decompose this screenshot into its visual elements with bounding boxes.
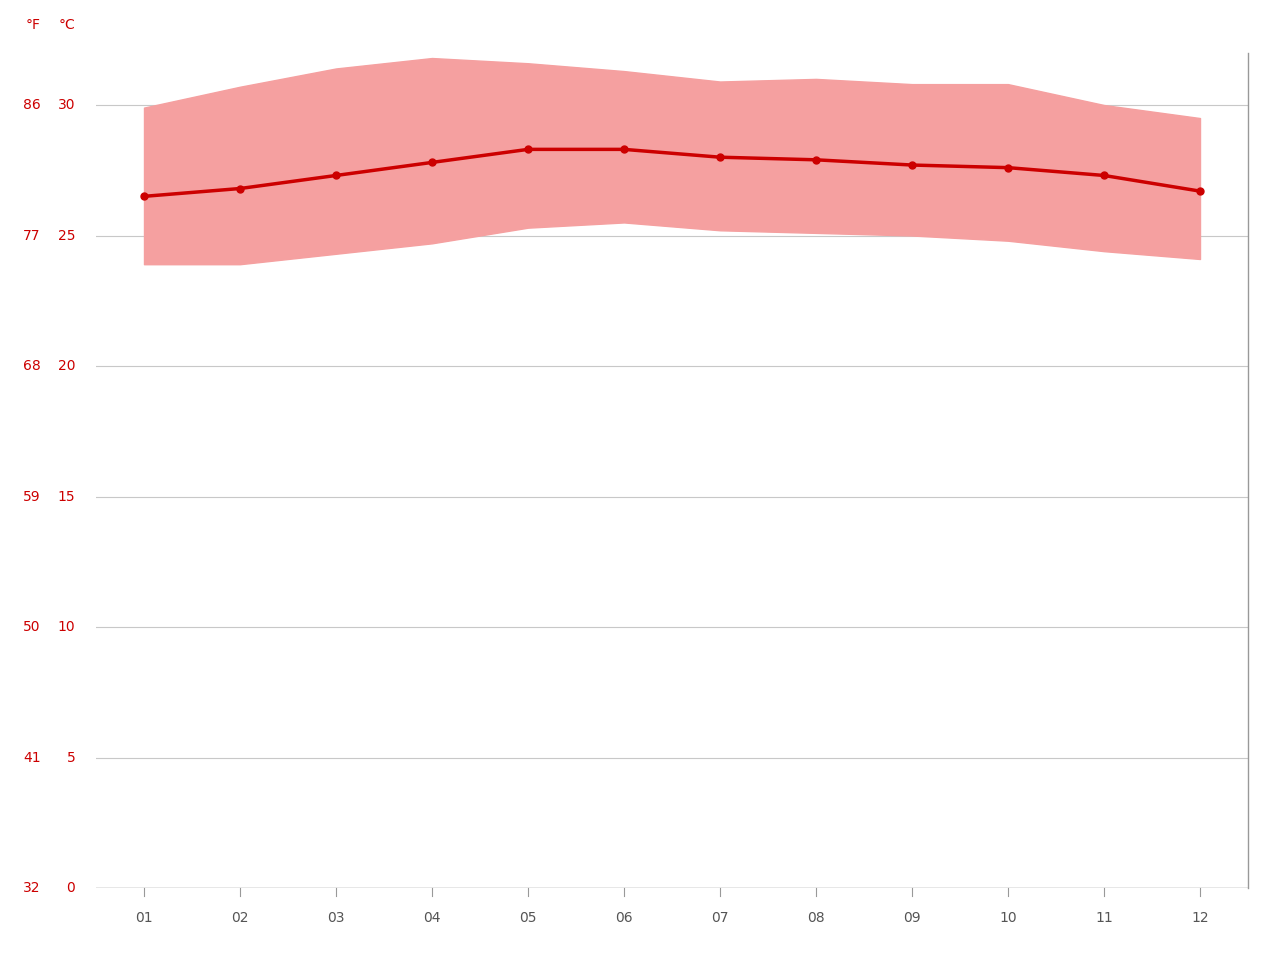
- Text: 10: 10: [58, 620, 76, 634]
- Text: °F: °F: [26, 18, 41, 32]
- Text: 06: 06: [616, 911, 632, 925]
- Text: 25: 25: [58, 228, 76, 243]
- Text: 07: 07: [712, 911, 728, 925]
- Text: 03: 03: [328, 911, 344, 925]
- Text: 12: 12: [1192, 911, 1208, 925]
- Text: 59: 59: [23, 490, 41, 503]
- Text: 50: 50: [23, 620, 41, 634]
- Text: 04: 04: [424, 911, 440, 925]
- Text: 30: 30: [58, 98, 76, 112]
- Text: °C: °C: [59, 18, 76, 32]
- Text: 09: 09: [904, 911, 920, 925]
- Text: 05: 05: [520, 911, 536, 925]
- Text: 11: 11: [1096, 911, 1112, 925]
- Text: 15: 15: [58, 490, 76, 503]
- Text: 68: 68: [23, 359, 41, 373]
- Text: 20: 20: [58, 359, 76, 373]
- Text: 01: 01: [136, 911, 152, 925]
- Text: 86: 86: [23, 98, 41, 112]
- Text: 77: 77: [23, 228, 41, 243]
- Text: 5: 5: [67, 751, 76, 764]
- Text: 41: 41: [23, 751, 41, 764]
- Text: 10: 10: [1000, 911, 1016, 925]
- Text: 02: 02: [232, 911, 248, 925]
- Text: 08: 08: [808, 911, 824, 925]
- Text: 0: 0: [67, 881, 76, 895]
- Text: 32: 32: [23, 881, 41, 895]
